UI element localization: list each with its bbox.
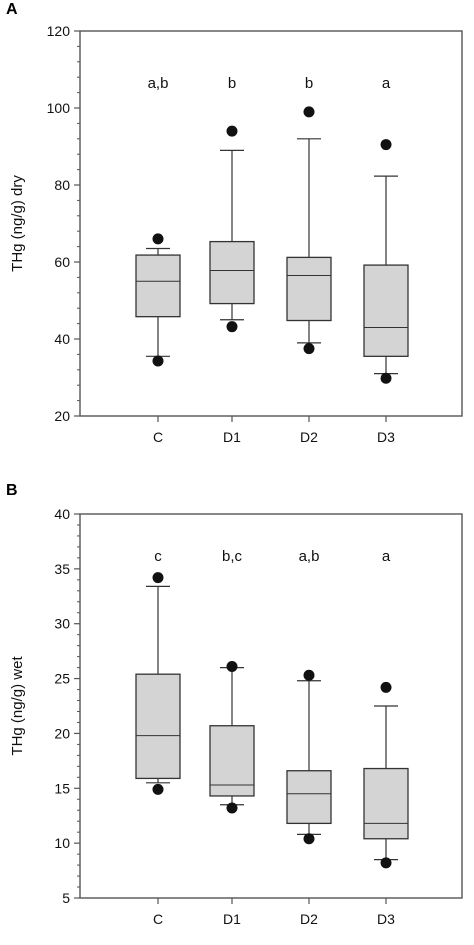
x-tick-label: D2 — [300, 911, 318, 927]
y-tick-label: 20 — [54, 725, 70, 741]
significance-label: a — [382, 548, 391, 565]
iqr-box — [286, 256, 332, 322]
outlier-point — [226, 661, 238, 673]
panel-label: B — [6, 482, 18, 499]
y-tick-label: 5 — [62, 890, 70, 906]
outlier-point — [303, 343, 315, 355]
y-tick-label: 40 — [54, 506, 70, 522]
y-tick-label: 80 — [54, 177, 70, 193]
y-tick-label: 100 — [47, 100, 71, 116]
x-tick-label: D2 — [300, 429, 318, 445]
outlier-point — [226, 125, 238, 137]
y-axis-label: THg (ng/g) wet — [9, 656, 26, 756]
iqr-box — [363, 264, 409, 357]
significance-label: a — [382, 75, 391, 92]
x-tick-label: D1 — [223, 429, 241, 445]
outlier-point — [226, 802, 238, 814]
outlier-point — [152, 783, 164, 795]
plot-frame — [79, 513, 463, 899]
iqr-box — [363, 767, 409, 840]
y-tick-label: 20 — [54, 408, 70, 424]
y-tick-label: 120 — [47, 23, 71, 39]
y-tick-label: 35 — [54, 561, 70, 577]
panel-b: B 5 10 15 20 25 30 35 40 THg (ng/g) wet Cc D1 b,c D2 a… — [6, 482, 463, 927]
iqr-box — [209, 240, 255, 305]
outlier-point — [380, 681, 392, 693]
significance-label: a,b — [148, 75, 169, 92]
outlier-point — [303, 106, 315, 118]
outlier-point — [152, 233, 164, 245]
significance-label: b,c — [222, 548, 243, 565]
significance-label: b — [305, 75, 313, 92]
x-tick-label: D3 — [377, 429, 395, 445]
iqr-box — [135, 673, 181, 780]
x-tick-label: C — [153, 911, 163, 927]
x-tick-label: D3 — [377, 911, 395, 927]
plot-frame — [79, 30, 463, 417]
significance-label: b — [228, 75, 236, 92]
significance-label: c — [154, 548, 162, 565]
y-tick-label: 30 — [54, 616, 70, 632]
outlier-point — [303, 833, 315, 845]
iqr-box — [209, 725, 255, 797]
iqr-box — [286, 770, 332, 825]
y-tick-label: 60 — [54, 254, 70, 270]
outlier-point — [152, 572, 164, 584]
iqr-box — [135, 254, 181, 318]
x-tick-label: C — [153, 429, 163, 445]
y-tick-label: 10 — [54, 835, 70, 851]
y-tick-label: 40 — [54, 331, 70, 347]
outlier-point — [152, 355, 164, 367]
outlier-point — [380, 139, 392, 151]
y-tick-label: 25 — [54, 671, 70, 687]
significance-label: a,b — [299, 548, 320, 565]
x-tick-label: D1 — [223, 911, 241, 927]
outlier-point — [303, 669, 315, 681]
outlier-point — [380, 857, 392, 869]
y-tick-label: 15 — [54, 780, 70, 796]
outlier-point — [380, 372, 392, 384]
outlier-point — [226, 321, 238, 333]
y-axis-label: THg (ng/g) dry — [9, 175, 26, 272]
panel-label: A — [6, 1, 18, 18]
panel-a: A 20 40 60 80 100 120 THg (ng/g) dry Ca,b D1 b D2 b D… — [6, 1, 463, 445]
